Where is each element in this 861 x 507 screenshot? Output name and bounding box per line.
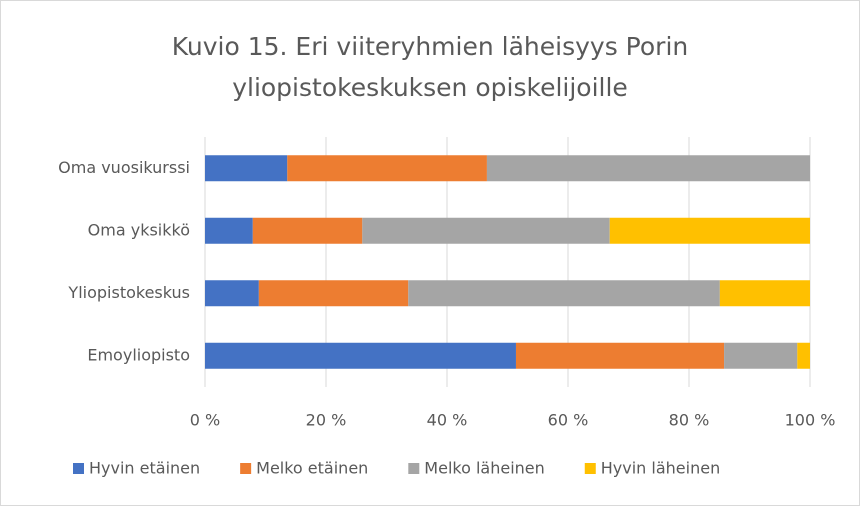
y-tick-label: Oma vuosikurssi xyxy=(58,158,190,177)
bar-segment xyxy=(609,217,810,244)
x-tick-label: 0 % xyxy=(190,411,220,430)
x-tick-label: 20 % xyxy=(306,411,347,430)
legend-label: Melko läheinen xyxy=(424,459,544,478)
bar-segment xyxy=(724,342,798,369)
bar-segment xyxy=(719,280,810,307)
legend-swatch xyxy=(240,463,252,474)
y-tick-label: Oma yksikkö xyxy=(88,220,190,239)
chart-title: Kuvio 15. Eri viiteryhmien läheisyys Por… xyxy=(171,32,689,102)
legend-swatch xyxy=(408,463,420,474)
bar-segment xyxy=(287,155,487,182)
bar-segment xyxy=(408,280,720,307)
y-tick-label: Emoyliopisto xyxy=(87,345,190,364)
bar-segment xyxy=(205,217,253,244)
bar-segment xyxy=(205,280,259,307)
bar-segment xyxy=(258,280,409,307)
x-tick-label: 40 % xyxy=(427,411,468,430)
y-tick-label: Yliopistokeskus xyxy=(67,283,190,302)
legend-swatch xyxy=(584,463,596,474)
x-tick-label: 60 % xyxy=(548,411,589,430)
x-tick-label: 100 % xyxy=(785,411,836,430)
bar-segment xyxy=(252,217,363,244)
bar-segment xyxy=(797,342,810,369)
legend-label: Hyvin läheinen xyxy=(601,459,720,478)
legend-label: Hyvin etäinen xyxy=(89,459,200,478)
legend-label: Melko etäinen xyxy=(256,459,368,478)
bar-segment xyxy=(205,342,516,369)
bar-segment xyxy=(205,155,288,182)
bar-segment xyxy=(486,155,810,182)
bar-segment xyxy=(515,342,725,369)
x-tick-label: 80 % xyxy=(669,411,710,430)
bar-segment xyxy=(362,217,610,244)
legend-swatch xyxy=(73,463,84,474)
